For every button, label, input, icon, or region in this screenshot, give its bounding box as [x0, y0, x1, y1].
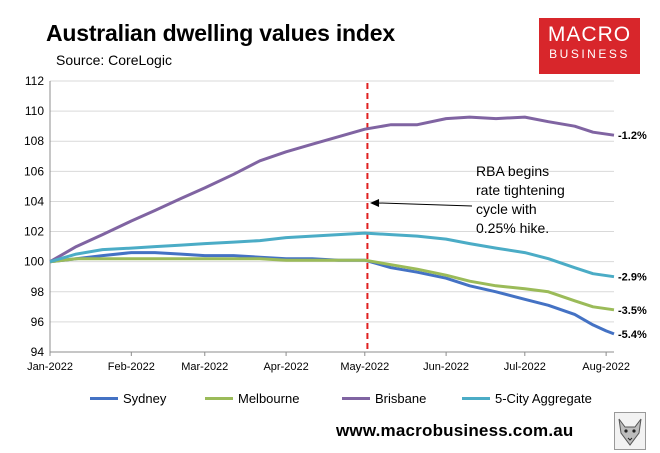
- end-label-sydney: -5.4%: [618, 329, 647, 341]
- legend-label-aggregate: 5-City Aggregate: [495, 391, 592, 406]
- end-label-brisbane: -1.2%: [618, 130, 647, 142]
- logo-line-1: MACRO: [547, 23, 632, 46]
- x-tick-label-4: May-2022: [340, 361, 389, 373]
- legend-item-brisbane: Brisbane: [342, 391, 426, 406]
- y-tick-label-102: 102: [24, 225, 44, 239]
- logo-line-2: BUSINESS: [549, 47, 630, 61]
- line-chart: 94 96 98 100 102 104 106 108 110 112 Jan-2022 Feb-2…: [24, 74, 647, 373]
- x-tick-label-6: Jul-2022: [504, 361, 546, 373]
- legend-swatch-melbourne: [205, 397, 233, 400]
- footer-url: www.macrobusiness.com.au: [336, 421, 574, 440]
- y-tick-label-94: 94: [31, 345, 45, 359]
- y-tick-label-112: 112: [25, 74, 44, 88]
- x-tick-label-5: Jun-2022: [423, 361, 469, 373]
- legend-item-aggregate: 5-City Aggregate: [462, 391, 592, 406]
- legend-label-sydney: Sydney: [123, 391, 167, 406]
- y-tick-label-100: 100: [24, 255, 44, 269]
- annotation-line-2: rate tightening: [476, 182, 565, 198]
- annotation-arrow-shaft: [378, 202, 473, 207]
- legend-swatch-aggregate: [462, 397, 490, 400]
- x-tick-label-7: Aug-2022: [582, 361, 630, 373]
- legend-swatch-brisbane: [342, 397, 370, 400]
- series-line-brisbane: [49, 115, 615, 263]
- chart-legend: Sydney Melbourne Brisbane 5-City Aggrega…: [0, 391, 660, 411]
- x-tick-label-0: Jan-2022: [27, 361, 73, 373]
- wolf-mascot-image: [614, 412, 646, 450]
- annotation-line-3: cycle with: [476, 201, 537, 217]
- end-label-aggregate: -2.9%: [618, 272, 647, 284]
- x-tick-label-2: Mar-2022: [181, 361, 228, 373]
- end-label-melbourne: -3.5%: [618, 305, 647, 317]
- x-tick-label-3: Apr-2022: [263, 361, 308, 373]
- y-tick-label-98: 98: [31, 285, 45, 299]
- chart-source: Source: CoreLogic: [56, 52, 172, 68]
- chart-title: Australian dwelling values index: [46, 20, 395, 46]
- y-tick-label-110: 110: [25, 104, 44, 118]
- legend-item-sydney: Sydney: [90, 391, 166, 406]
- x-tick-label-1: Feb-2022: [108, 361, 155, 373]
- macrobusiness-logo: MACRO BUSINESS: [539, 18, 640, 74]
- series-line-aggregate: [49, 231, 615, 279]
- legend-label-melbourne: Melbourne: [238, 391, 300, 406]
- y-tick-label-106: 106: [24, 164, 44, 178]
- y-tick-label-104: 104: [24, 194, 44, 208]
- y-tick-label-96: 96: [31, 315, 45, 329]
- legend-item-melbourne: Melbourne: [205, 391, 299, 406]
- annotation-line-1: RBA begins: [476, 163, 549, 179]
- legend-swatch-sydney: [90, 397, 118, 400]
- series-line-melbourne: [49, 257, 615, 312]
- legend-label-brisbane: Brisbane: [375, 391, 427, 406]
- annotation-arrow-head: [370, 198, 380, 207]
- y-tick-label-108: 108: [24, 134, 44, 148]
- annotation-line-4: 0.25% hike.: [476, 220, 549, 236]
